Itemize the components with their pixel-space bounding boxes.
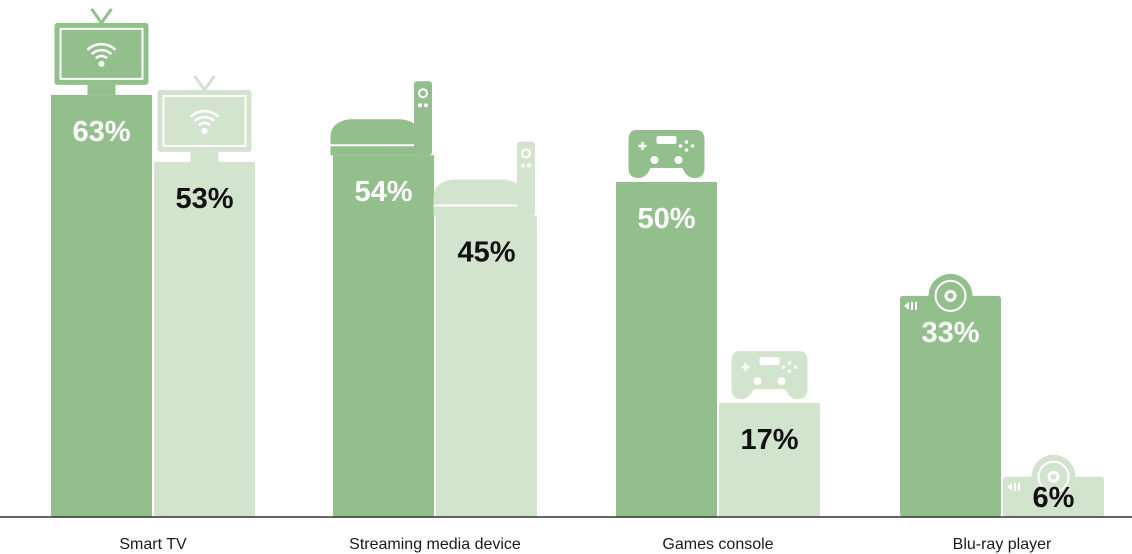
bar-smart-tv-series-1 — [51, 94, 152, 518]
value-label-games-console-series-2: 17% — [740, 424, 798, 456]
streaming-box-icon — [330, 81, 432, 156]
icons-layer — [54, 8, 1076, 499]
value-label-smart-tv-series-2: 53% — [175, 183, 233, 215]
bars-layer — [51, 94, 1104, 518]
bar-smart-tv-series-2 — [154, 161, 255, 517]
value-label-blu-ray-player-series-2: 6% — [1033, 482, 1075, 514]
value-label-games-console-series-1: 50% — [637, 203, 695, 235]
category-label-blu-ray-player: Blu-ray player — [953, 536, 1052, 553]
category-label-smart-tv: Smart TV — [119, 536, 187, 553]
smart-tv-icon — [157, 75, 252, 162]
bar-games-console-series-1 — [616, 182, 717, 517]
smart-tv-icon — [54, 8, 149, 95]
blu-ray-player-icon — [904, 273, 973, 318]
value-labels-layer: 63% 53% 54% 45% 50% 17% 33% 6% — [72, 116, 1074, 514]
blu-ray-player-icon — [1007, 454, 1076, 499]
bar-games-console-series-2 — [719, 403, 820, 517]
bar-blu-ray-player-series-1 — [900, 295, 1001, 517]
category-label-streaming-media-device: Streaming media device — [349, 536, 521, 553]
game-controller-icon — [731, 351, 808, 400]
game-controller-icon — [628, 130, 705, 178]
value-label-streaming-media-device-series-1: 54% — [354, 176, 412, 208]
category-labels-layer: Smart TV Streaming media device Games cons… — [119, 536, 1052, 553]
bar-streaming-media-device-series-2 — [436, 215, 537, 517]
streaming-box-icon — [433, 141, 535, 216]
bar-streaming-media-device-series-1 — [333, 155, 434, 517]
value-label-smart-tv-series-1: 63% — [72, 116, 130, 148]
value-label-streaming-media-device-series-2: 45% — [457, 237, 515, 269]
category-label-games-console: Games console — [662, 536, 773, 553]
value-label-blu-ray-player-series-1: 33% — [921, 317, 979, 349]
